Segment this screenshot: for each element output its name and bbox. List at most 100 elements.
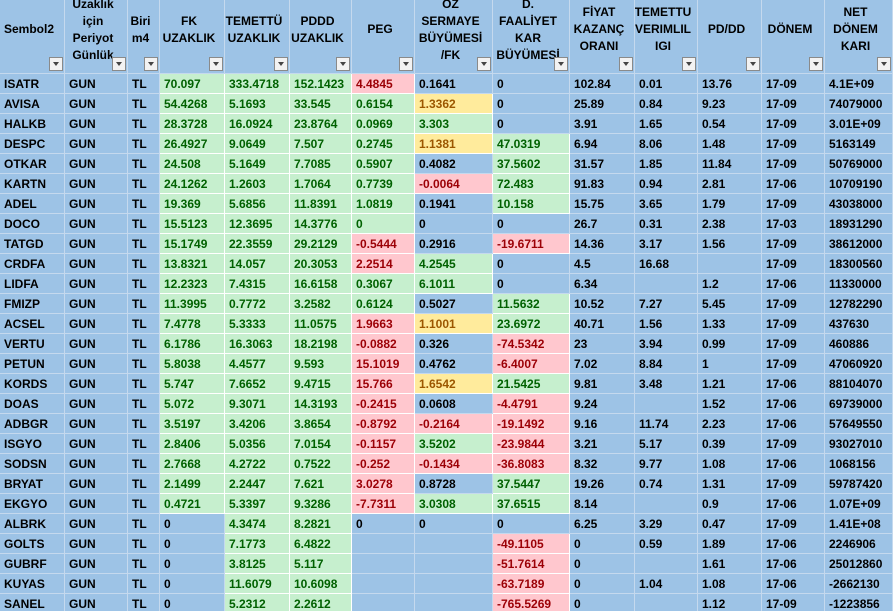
cell: -63.7189 [493, 574, 570, 594]
filter-button[interactable] [877, 57, 891, 71]
cell: GUN [65, 534, 128, 554]
filter-button[interactable] [209, 57, 223, 71]
cell: GUN [65, 514, 128, 534]
header-text: FİYAT KAZANÇ ORANI [573, 5, 625, 53]
cell: 2.1499 [160, 474, 225, 494]
cell: 11.6079 [225, 574, 290, 594]
filter-button[interactable] [274, 57, 288, 71]
cell: TL [128, 514, 160, 534]
cell: 1.07E+09 [825, 494, 893, 514]
header-text: DÖNEM [767, 22, 813, 36]
filter-button[interactable] [809, 57, 823, 71]
filter-button[interactable] [49, 57, 63, 71]
filter-button[interactable] [399, 57, 413, 71]
cell: 0.4082 [415, 154, 493, 174]
cell: 12.3695 [225, 214, 290, 234]
cell: 10709190 [825, 174, 893, 194]
column-header: OZ SERMAYE BÜYÜMESİ /FK [415, 0, 493, 74]
cell: 19.26 [570, 474, 635, 494]
cell: TL [128, 434, 160, 454]
filter-button[interactable] [477, 57, 491, 71]
cell: 25.89 [570, 94, 635, 114]
cell: GUN [65, 374, 128, 394]
filter-button[interactable] [144, 57, 158, 71]
cell: 16.3063 [225, 334, 290, 354]
cell: BRYAT [0, 474, 65, 494]
filter-button[interactable] [682, 57, 696, 71]
cell: -4.4791 [493, 394, 570, 414]
cell: GUN [65, 154, 128, 174]
cell: 2.7668 [160, 454, 225, 474]
cell: TL [128, 294, 160, 314]
cell: 4.5 [570, 254, 635, 274]
cell: 69739000 [825, 394, 893, 414]
cell: 15.5123 [160, 214, 225, 234]
cell [415, 554, 493, 574]
cell [698, 254, 762, 274]
cell: 8.32 [570, 454, 635, 474]
cell: 1.1001 [415, 314, 493, 334]
cell: 1.61 [698, 554, 762, 574]
cell: 2.8406 [160, 434, 225, 454]
cell: 2.2447 [225, 474, 290, 494]
cell: AVISA [0, 94, 65, 114]
cell: 3.17 [635, 234, 698, 254]
cell: 5.2312 [225, 594, 290, 611]
cell: 0 [415, 214, 493, 234]
cell: 4.4577 [225, 354, 290, 374]
cell: SANEL [0, 594, 65, 611]
cell: 28.3728 [160, 114, 225, 134]
cell: TL [128, 414, 160, 434]
cell: GUN [65, 134, 128, 154]
cell: 5.1649 [225, 154, 290, 174]
cell: 37.5602 [493, 154, 570, 174]
cell: 1.9663 [352, 314, 415, 334]
cell: 0.84 [635, 94, 698, 114]
cell: GUN [65, 214, 128, 234]
cell: 1.0819 [352, 194, 415, 214]
cell: 0.31 [635, 214, 698, 234]
cell: OTKAR [0, 154, 65, 174]
cell: 17-06 [762, 574, 825, 594]
header-text: Sembol2 [4, 22, 55, 36]
cell: KORDS [0, 374, 65, 394]
cell: 0.99 [698, 334, 762, 354]
cell: ACSEL [0, 314, 65, 334]
column-header: Biri m4 [128, 0, 160, 74]
cell: DESPC [0, 134, 65, 154]
cell: 17-06 [762, 394, 825, 414]
cell: 9.81 [570, 374, 635, 394]
cell: 1.33 [698, 314, 762, 334]
cell: 0 [493, 94, 570, 114]
cell: 24.1262 [160, 174, 225, 194]
cell: 11.74 [635, 414, 698, 434]
cell: 15.1749 [160, 234, 225, 254]
cell: 18300560 [825, 254, 893, 274]
cell: GUN [65, 554, 128, 574]
cell: 9.3286 [290, 494, 352, 514]
cell: TL [128, 314, 160, 334]
cell: 74079000 [825, 94, 893, 114]
cell: TL [128, 214, 160, 234]
cell: GUN [65, 314, 128, 334]
cell: 23.8764 [290, 114, 352, 134]
cell: TL [128, 94, 160, 114]
cell: 29.2129 [290, 234, 352, 254]
cell: 1.12 [698, 594, 762, 611]
filter-button[interactable] [112, 57, 126, 71]
cell: 7.4778 [160, 314, 225, 334]
cell: 6.4822 [290, 534, 352, 554]
cell: 70.097 [160, 74, 225, 94]
cell: 9.3071 [225, 394, 290, 414]
cell: 9.77 [635, 454, 698, 474]
cell: 12.2323 [160, 274, 225, 294]
filter-button[interactable] [336, 57, 350, 71]
cell: GUN [65, 574, 128, 594]
filter-button[interactable] [619, 57, 633, 71]
cell: 31.57 [570, 154, 635, 174]
filter-button[interactable] [554, 57, 568, 71]
cell: 40.71 [570, 314, 635, 334]
filter-button[interactable] [746, 57, 760, 71]
cell: 0.5907 [352, 154, 415, 174]
cell: 102.84 [570, 74, 635, 94]
